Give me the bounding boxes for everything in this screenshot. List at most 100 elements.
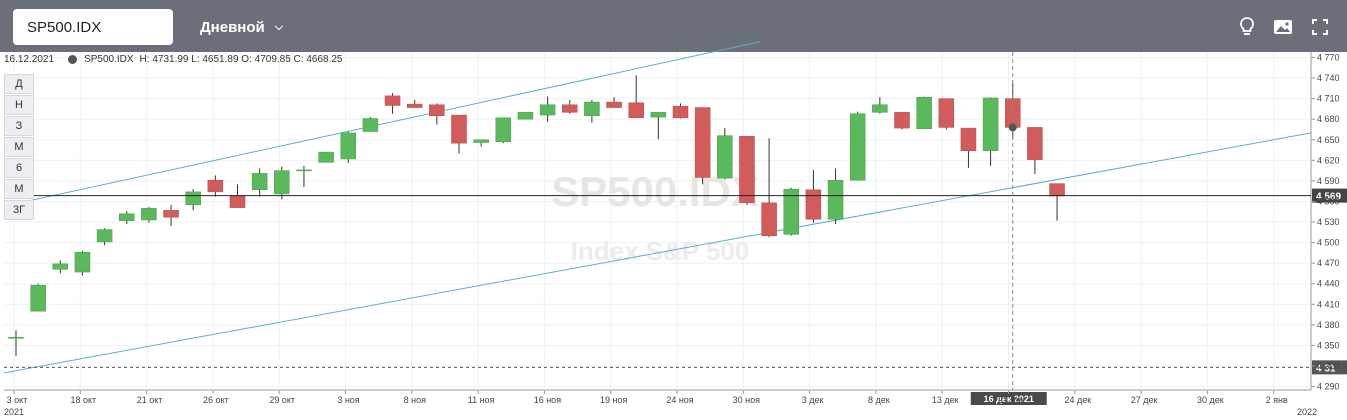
y-tick-label: 4 470: [1317, 258, 1340, 268]
marker-label: 4 31: [1316, 363, 1336, 374]
x-tick-label: 30 ноя: [733, 395, 760, 405]
candle-body: [8, 336, 24, 339]
candle-body: [96, 229, 113, 243]
period-button-6m[interactable]: 6: [4, 158, 34, 178]
candle-body: [163, 210, 179, 218]
y-tick-label: 4 590: [1317, 176, 1340, 186]
candle-body: [119, 213, 135, 221]
candle-body: [384, 95, 401, 106]
series-dot-icon: [68, 54, 78, 64]
time-axis: 3 окт 18 окт 21 окт 26 окт 29 окт 3 ноя 8 ноя 1…: [4, 390, 1317, 417]
candle-body: [739, 136, 755, 204]
y-tick-label: 4 500: [1317, 238, 1340, 248]
toolbar: SP500.IDX Дневной ⌵: [0, 0, 1347, 52]
x-tick-label: 30 дек: [1197, 395, 1224, 405]
x-tick-label: 3 дек: [802, 395, 824, 405]
candle-body: [185, 191, 201, 206]
candle-body: [916, 96, 932, 130]
image-icon[interactable]: [1270, 14, 1296, 40]
period-dropdown-label: Дневной: [200, 18, 265, 36]
y-tick-label: 4 770: [1317, 52, 1340, 62]
candle-body: [960, 127, 977, 151]
candle-body: [340, 132, 356, 160]
y-tick-label: 4 350: [1317, 340, 1340, 350]
period-button-3m[interactable]: З: [4, 116, 34, 136]
y-tick-label: 4 530: [1317, 217, 1340, 227]
candle-body: [539, 104, 556, 116]
candle-body: [1049, 183, 1065, 197]
candle-body: [229, 195, 246, 208]
symbol-input-value: SP500.IDX: [27, 18, 102, 36]
x-year-left: 2021: [4, 407, 24, 417]
x-tick-label: 26 окт: [203, 395, 229, 405]
crosshair-date-badge: [970, 392, 1047, 405]
period-button-month[interactable]: М: [4, 137, 34, 157]
candle-body: [52, 263, 69, 270]
candle-body: [406, 103, 423, 108]
y-tick-label: 4 380: [1317, 320, 1340, 330]
ohlc-info: 16.12.2021 SP500.IDX H: 4731.99 L: 4651.…: [4, 53, 342, 65]
y-tick-label: 4 410: [1317, 299, 1340, 309]
y-tick-label: 4 440: [1317, 279, 1340, 289]
candle-body: [362, 118, 379, 132]
candle-body: [938, 98, 955, 128]
x-tick-label: 3 окт: [7, 395, 28, 405]
candle-body: [74, 251, 91, 273]
candle-body: [451, 114, 467, 144]
y-tick-label: 4 650: [1317, 135, 1340, 145]
x-tick-label: 3 ноя: [337, 395, 359, 405]
candle-body: [30, 284, 46, 312]
y-tick-label: 4 710: [1317, 94, 1340, 104]
y-tick-label: 4 620: [1317, 155, 1340, 165]
candle-body: [783, 188, 799, 235]
x-tick-label: 11 ноя: [468, 395, 495, 405]
period-button-day[interactable]: Д: [4, 74, 34, 94]
chart-overlay: 4 31 4 569 16 дек 2021: [4, 52, 1347, 405]
candle-body: [473, 139, 489, 143]
candle-body: [584, 101, 600, 117]
crosshair-dot: [1008, 123, 1017, 132]
x-tick-label: 16 ноя: [534, 395, 561, 405]
x-tick-label: 8 ноя: [404, 395, 426, 405]
candle-body: [827, 179, 844, 220]
x-tick-label: 24 дек: [1064, 395, 1091, 405]
candle-body: [517, 112, 534, 120]
trend-line-lower: [3, 132, 1312, 374]
candle-body: [606, 101, 622, 108]
candle-body: [495, 117, 512, 143]
chart-grid: [4, 52, 1312, 391]
x-tick-label: 24 ноя: [666, 395, 693, 405]
candle-body: [274, 170, 290, 195]
trend-lines: [3, 41, 1312, 374]
candle-body: [318, 151, 334, 163]
candle-body: [650, 112, 667, 118]
candle-body: [982, 97, 999, 151]
chevron-down-icon: ⌵: [274, 20, 284, 33]
period-dropdown[interactable]: Дневной ⌵: [200, 9, 283, 45]
x-year-right: 2022: [1297, 407, 1317, 417]
candle-body: [628, 102, 644, 119]
period-button-week[interactable]: Н: [4, 95, 34, 115]
x-tick-label: 21 окт: [137, 395, 163, 405]
candle-body: [672, 105, 689, 119]
fullscreen-icon[interactable]: [1307, 14, 1333, 40]
candle-body: [694, 107, 711, 178]
y-tick-label: 4 740: [1317, 73, 1340, 83]
y-tick-label: 4 680: [1317, 114, 1340, 124]
candle-body: [296, 169, 312, 172]
candle-body: [805, 189, 822, 220]
symbol-input[interactable]: SP500.IDX: [13, 9, 173, 45]
candle-body: [761, 202, 777, 236]
lightbulb-icon[interactable]: [1234, 14, 1260, 40]
period-button-m[interactable]: М: [4, 179, 34, 199]
x-tick-label: 18 окт: [70, 395, 96, 405]
candle-body: [562, 104, 578, 113]
y-tick-label: 4 560: [1317, 196, 1340, 206]
x-tick-label: 13 дек: [932, 395, 959, 405]
y-tick-label: 4 290: [1317, 382, 1340, 392]
period-button-3y[interactable]: 3Г: [4, 200, 34, 220]
info-ohlc: H: 4731.99 L: 4651.89 O: 4709.85 C: 4668…: [139, 53, 343, 65]
current-price-badge: [1312, 188, 1347, 203]
x-tick-label: 8 дек: [868, 395, 890, 405]
